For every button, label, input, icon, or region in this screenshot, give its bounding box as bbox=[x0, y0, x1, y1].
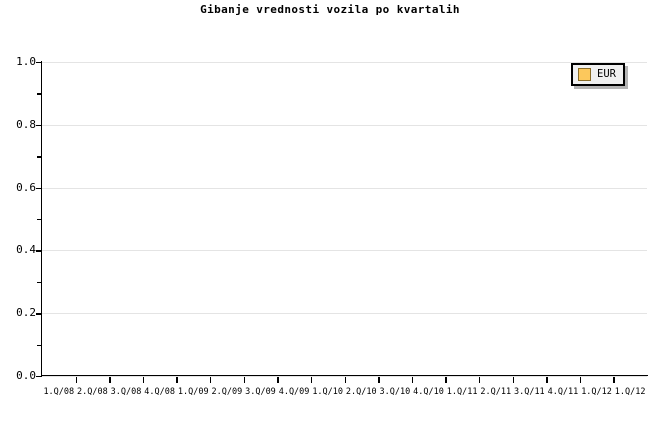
x-axis-tick bbox=[445, 377, 447, 383]
y-axis-tick-label: 1.0 bbox=[16, 55, 36, 68]
x-axis-tick bbox=[546, 377, 548, 383]
x-axis-tick bbox=[109, 377, 111, 383]
legend-item-label: EUR bbox=[597, 68, 616, 80]
x-axis-tick bbox=[478, 377, 481, 383]
y-axis-tick-major bbox=[36, 62, 41, 64]
x-axis-tick-label: 3.Q/11 bbox=[513, 387, 545, 397]
x-axis-tick-label: 2.Q/11 bbox=[480, 387, 512, 397]
x-axis-tick bbox=[344, 377, 346, 383]
x-axis-tick-label: 1.Q/09 bbox=[177, 387, 209, 397]
y-axis-tick-label: 0.2 bbox=[16, 306, 36, 320]
x-axis-tick-label: 1.Q/11 bbox=[446, 387, 478, 397]
x-axis-tick bbox=[210, 377, 212, 383]
x-axis-tick-label: 3.Q/09 bbox=[245, 387, 276, 397]
x-axis-tick-label: 4.Q/08 bbox=[144, 387, 175, 397]
x-axis-tick-label: 1.Q/10 bbox=[312, 387, 344, 397]
x-axis-tick bbox=[613, 377, 615, 383]
y-axis-tick-minor bbox=[37, 281, 41, 284]
gridline-horizontal bbox=[42, 62, 647, 63]
x-axis-tick bbox=[75, 377, 77, 383]
gridline-horizontal bbox=[42, 187, 647, 189]
x-axis-tick-labels: 1.Q/08 2.Q/08 3.Q/08 4.Q/08 1.Q/09 2.Q/09 3.Q/… bbox=[42, 385, 647, 403]
x-axis-tick-label: 1.Q/08 bbox=[43, 387, 75, 397]
x-axis-tick-label: 3.Q/08 bbox=[110, 387, 142, 397]
x-axis-line bbox=[41, 375, 648, 377]
x-axis-tick bbox=[579, 377, 582, 383]
gridline-horizontal bbox=[42, 376, 647, 377]
x-axis-tick bbox=[243, 377, 246, 383]
y-axis-tick-minor bbox=[37, 93, 41, 95]
gridline-horizontal bbox=[42, 313, 647, 315]
x-axis-tick-label: 1.Q/12 bbox=[581, 387, 612, 397]
y-axis-tick-major bbox=[36, 187, 41, 189]
y-axis-tick-minor bbox=[37, 219, 41, 221]
x-axis-tick-label: 2.Q/10 bbox=[345, 387, 377, 397]
series-data-layer bbox=[42, 62, 647, 376]
x-axis-tick-label: 2.Q/09 bbox=[211, 387, 243, 397]
x-axis-tick bbox=[378, 377, 380, 383]
y-axis-tick-major bbox=[36, 313, 41, 315]
y-axis-tick-label: 0.6 bbox=[16, 180, 36, 194]
x-axis-tick-label: 2.Q/08 bbox=[77, 387, 108, 397]
chart-title: Gibanje vrednosti vozila po kvartalih bbox=[200, 3, 460, 16]
y-axis-line bbox=[41, 61, 43, 377]
x-axis-tick-label: 1.Q/12 bbox=[614, 387, 646, 397]
y-axis-tick-minor bbox=[37, 156, 41, 158]
x-axis-tick-label: 4.Q/10 bbox=[413, 387, 444, 397]
plot-area bbox=[42, 62, 647, 377]
gridline-horizontal bbox=[42, 124, 647, 126]
y-axis-tick-label: 0.4 bbox=[16, 243, 36, 257]
x-axis-tick bbox=[512, 377, 514, 383]
x-axis-tick bbox=[411, 377, 414, 383]
x-axis-tick bbox=[277, 377, 279, 383]
x-axis-tick bbox=[142, 377, 145, 383]
x-axis-tick-label: 4.Q/11 bbox=[547, 387, 579, 397]
y-axis-tick-labels: 0.0 0.2 0.4 0.6 0.8 1.0 bbox=[0, 0, 36, 440]
x-axis-tick bbox=[310, 377, 313, 383]
y-axis-tick-major bbox=[36, 376, 41, 378]
x-axis-tick-label: 3.Q/10 bbox=[379, 387, 411, 397]
x-axis-tick bbox=[176, 377, 178, 383]
gridline-horizontal bbox=[42, 250, 647, 252]
y-axis-tick-label: 0.0 bbox=[16, 369, 36, 382]
legend-color-swatch-icon bbox=[578, 68, 591, 81]
chart-legend[interactable]: EUR bbox=[571, 63, 625, 86]
x-axis-tick-label: 4.Q/09 bbox=[278, 387, 310, 397]
y-axis-tick-label: 0.8 bbox=[16, 117, 36, 131]
y-axis-tick-major bbox=[36, 124, 41, 127]
y-axis-tick-minor bbox=[37, 344, 41, 346]
y-axis-tick-major bbox=[36, 250, 41, 252]
